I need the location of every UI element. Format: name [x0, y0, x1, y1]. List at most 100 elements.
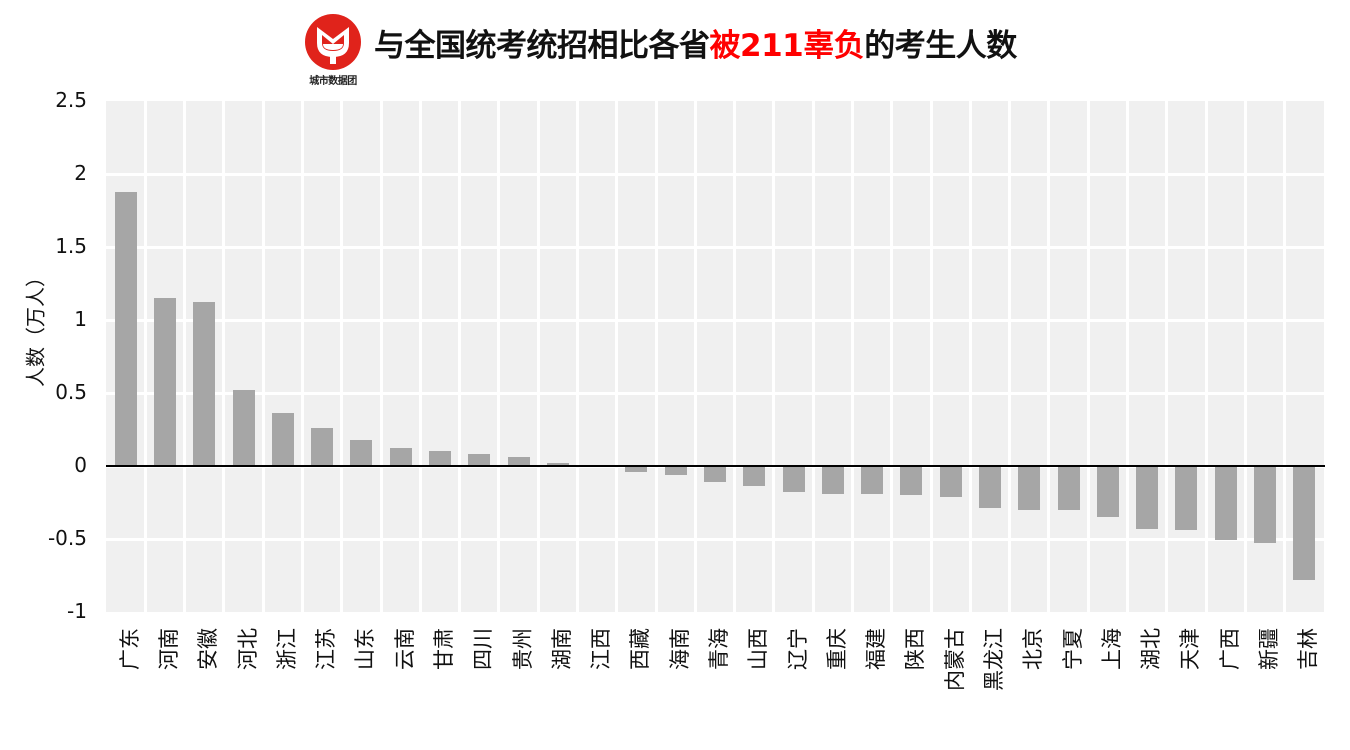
bar [311, 428, 334, 466]
zero-line [106, 465, 1325, 467]
title-highlight: 被211辜负 [709, 28, 865, 64]
x-tick-text: 广西 [1217, 628, 1242, 670]
v-gridline [890, 101, 894, 612]
v-gridline [1008, 101, 1012, 612]
h-gridline [106, 246, 1324, 249]
v-gridline [183, 101, 187, 612]
x-tick-text: 湖南 [549, 628, 574, 670]
title-part-1: 与全国统考统招相比各省 [374, 28, 710, 64]
bar [507, 457, 530, 466]
x-tick-text: 海南 [667, 628, 692, 670]
v-gridline [1243, 101, 1247, 612]
bar [1018, 466, 1041, 510]
bar [1175, 466, 1198, 531]
x-tick-text: 福建 [864, 628, 889, 670]
v-gridline [1204, 101, 1208, 612]
v-gridline [851, 101, 855, 612]
y-tick-label: -0.5 [47, 526, 87, 550]
bar [664, 466, 687, 475]
v-gridline [1283, 101, 1287, 612]
v-gridline [654, 101, 658, 612]
bar [193, 302, 216, 466]
bar [1136, 466, 1159, 529]
y-tick-label: 2.5 [55, 88, 87, 112]
bar [1254, 466, 1277, 544]
v-gridline [379, 101, 383, 612]
v-gridline [615, 101, 619, 612]
city-data-group-logo-icon [305, 14, 361, 70]
x-tick-text: 内蒙古 [942, 628, 967, 691]
bar [1214, 466, 1237, 541]
h-gridline [106, 319, 1324, 322]
h-gridline [106, 173, 1324, 176]
v-gridline [497, 101, 501, 612]
plot-area [106, 101, 1324, 612]
v-gridline [340, 101, 344, 612]
v-gridline [261, 101, 265, 612]
bar [114, 191, 137, 466]
x-tick-text: 青海 [707, 628, 731, 670]
x-tick-text: 江苏 [314, 628, 339, 670]
v-gridline [1126, 101, 1130, 612]
v-gridline [733, 101, 737, 612]
y-tick-label: 1.5 [55, 234, 87, 258]
x-tick-text: 辽宁 [785, 628, 810, 670]
x-tick-text: 重庆 [824, 628, 849, 670]
x-tick-text: 甘肃 [431, 628, 456, 670]
v-gridline [418, 101, 422, 612]
v-gridline [1165, 101, 1169, 612]
v-gridline [300, 101, 304, 612]
bar [1096, 466, 1119, 518]
v-gridline [811, 101, 815, 612]
x-tick-text: 云南 [392, 628, 417, 670]
x-tick-text: 吉林 [1296, 628, 1321, 670]
x-tick-text: 安徽 [196, 628, 221, 670]
v-gridline [222, 101, 226, 612]
bar [350, 439, 373, 466]
bar [704, 466, 726, 483]
y-tick-label: 0 [74, 453, 87, 477]
x-tick-text: 山东 [353, 628, 378, 670]
bar [782, 466, 805, 493]
v-gridline [968, 101, 972, 612]
v-gridline [929, 101, 933, 612]
h-gridline [106, 392, 1324, 395]
x-tick-text: 西藏 [628, 628, 653, 670]
bar [232, 390, 255, 466]
bar [939, 466, 962, 497]
x-tick-text: 山西 [746, 628, 771, 670]
x-tick-text: 河南 [156, 628, 181, 670]
bar [979, 466, 1002, 509]
v-gridline [772, 101, 776, 612]
x-tick-text: 湖北 [1139, 628, 1164, 670]
x-tick-text: 河北 [235, 628, 260, 670]
y-tick-label: 2 [74, 161, 87, 185]
header: 城市数据团 与全国统考统招相比各省被211辜负的考生人数 [0, 0, 1350, 95]
x-tick-text: 贵州 [510, 628, 535, 670]
x-tick-text: 浙江 [274, 628, 299, 670]
x-tick-text: 黑龙江 [982, 628, 1007, 691]
bar [468, 454, 491, 466]
y-tick-label: -1 [67, 599, 87, 623]
v-gridline [143, 101, 147, 612]
y-tick-label: 0.5 [55, 380, 87, 404]
bar [153, 298, 176, 466]
x-tick-text: 上海 [1099, 628, 1124, 670]
x-tick-text: 江西 [589, 628, 614, 670]
v-gridline [1086, 101, 1090, 612]
x-tick-text: 新疆 [1257, 628, 1282, 670]
v-gridline [536, 101, 540, 612]
title-part-3: 的考生人数 [864, 28, 1017, 64]
x-tick-text: 天津 [1178, 628, 1203, 670]
bar [389, 448, 412, 466]
x-tick-text: 北京 [1021, 628, 1046, 670]
bar [1293, 466, 1316, 580]
bar [428, 451, 451, 466]
logo-text: 城市数据团 [309, 76, 357, 87]
y-tick-label: 1 [74, 307, 87, 331]
v-gridline [458, 101, 462, 612]
bar [1057, 466, 1080, 510]
bar [546, 463, 569, 466]
x-tick-text: 陕西 [903, 628, 928, 670]
v-gridline [1047, 101, 1051, 612]
